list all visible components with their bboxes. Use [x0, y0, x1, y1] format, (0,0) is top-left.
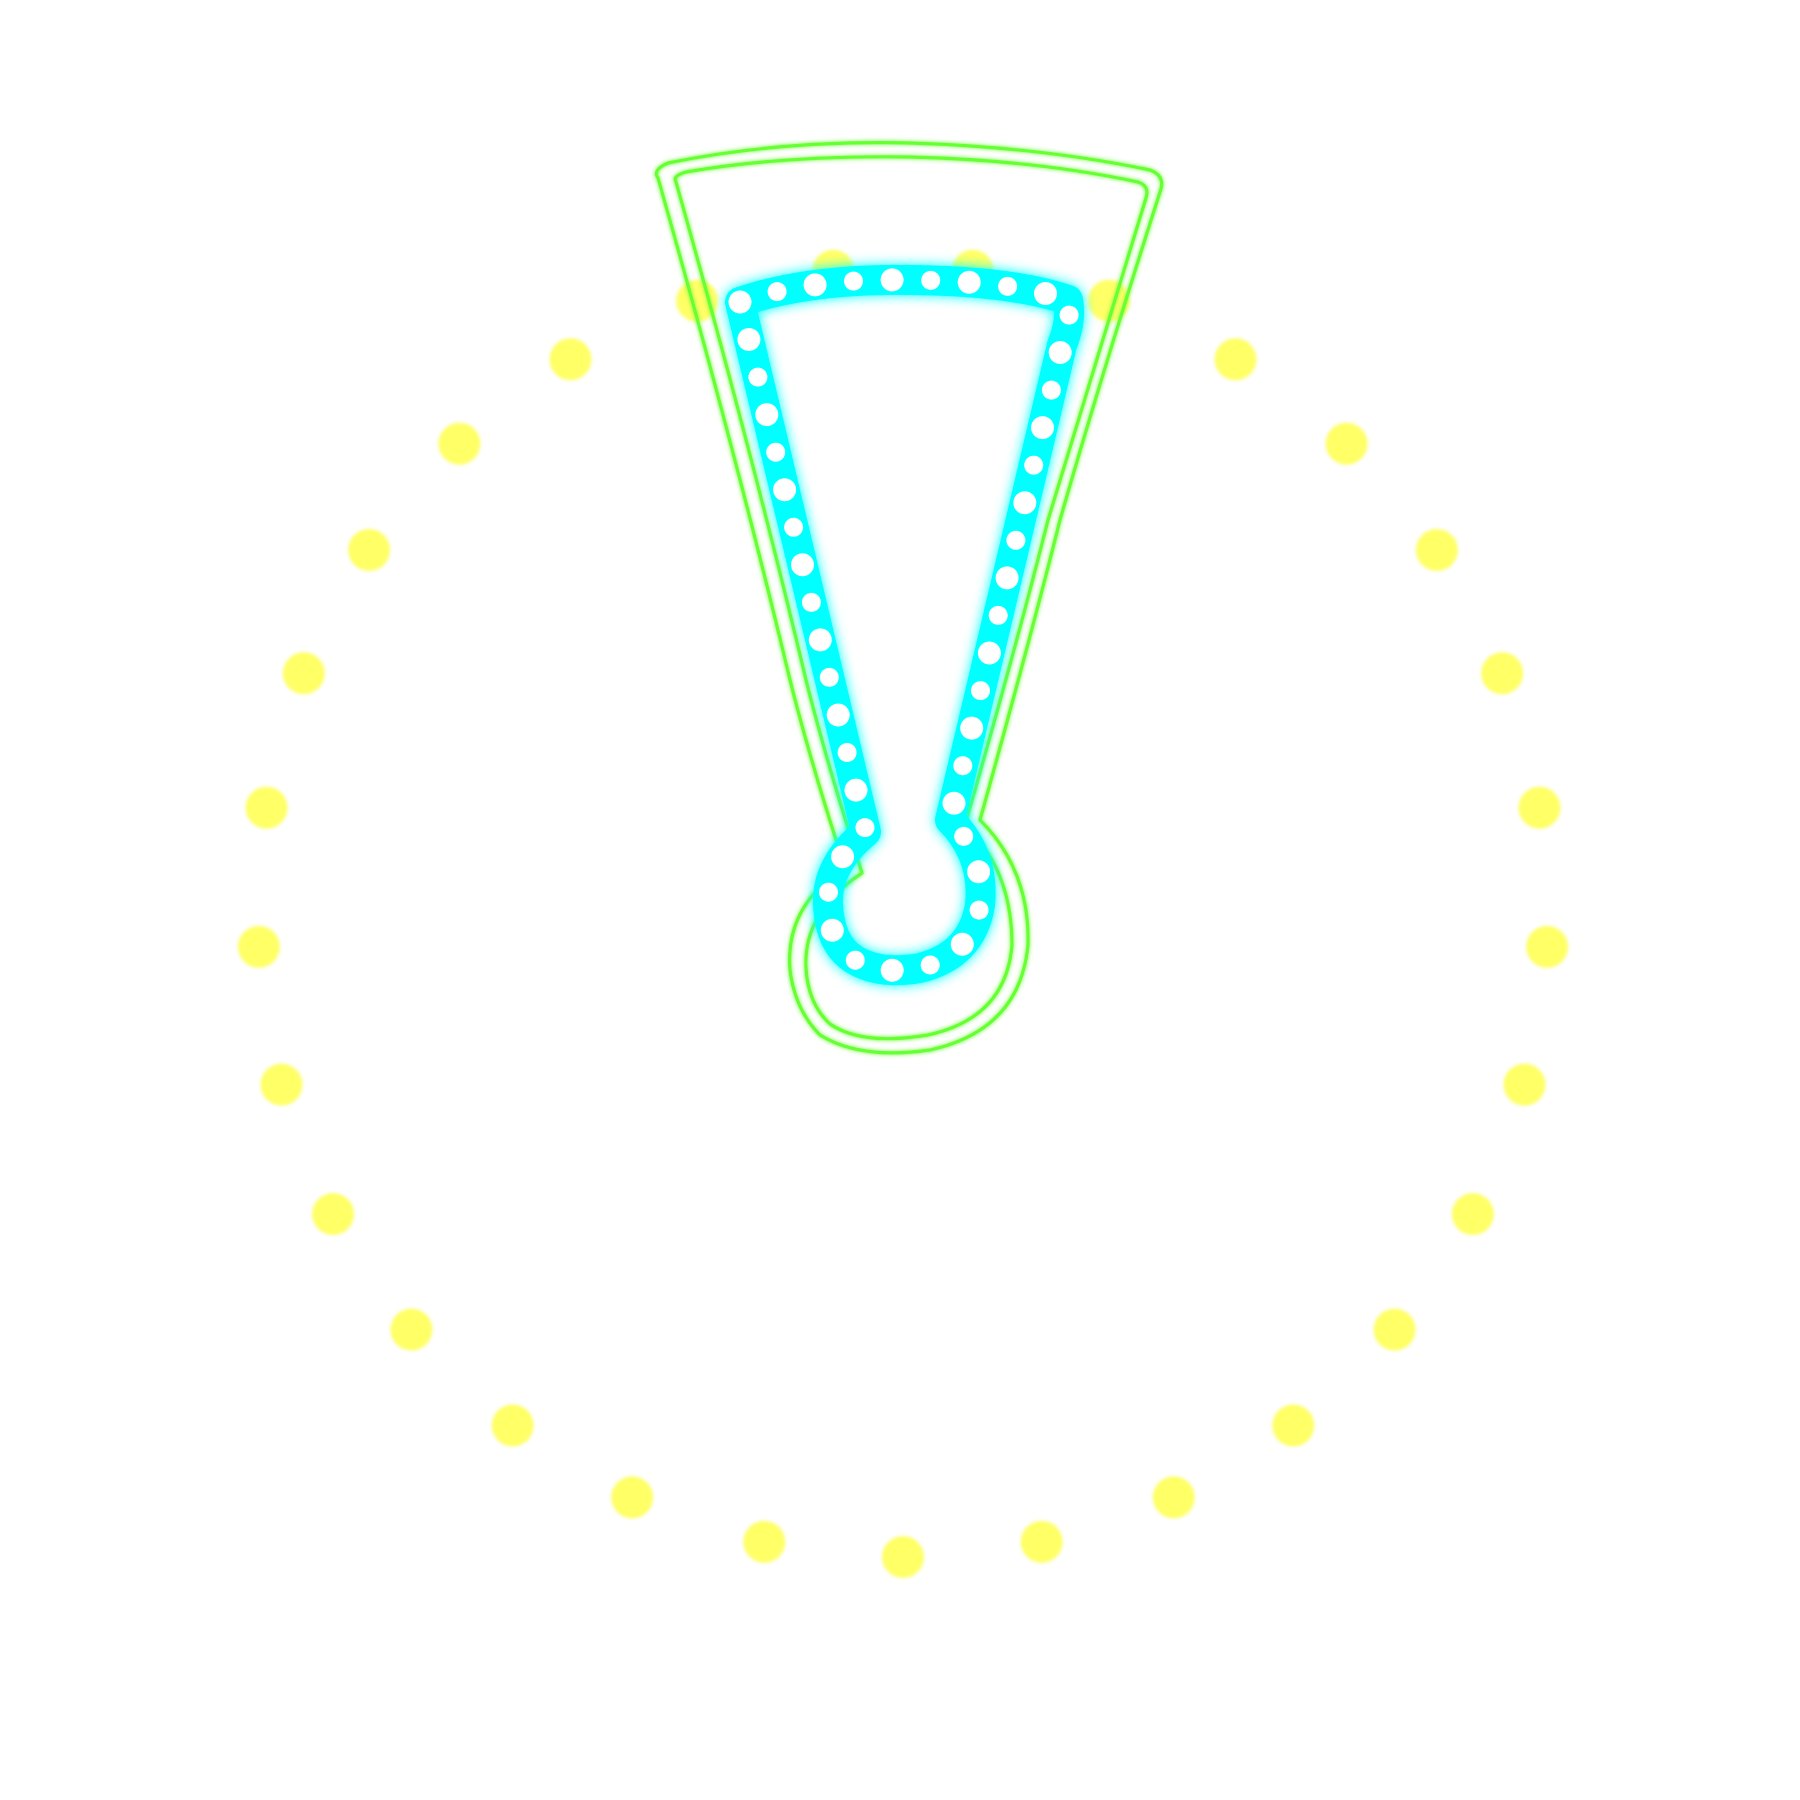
white-bulb	[969, 900, 989, 920]
white-bulb	[953, 756, 973, 776]
yellow-dot	[743, 1520, 786, 1563]
white-bulb	[1024, 455, 1044, 475]
white-bulb	[971, 681, 990, 701]
white-bulb	[819, 667, 839, 687]
white-bulb	[1034, 282, 1057, 305]
white-bulb	[920, 955, 940, 975]
yellow-dot	[1373, 1308, 1416, 1351]
white-bulb	[942, 791, 966, 815]
white-bulb	[855, 818, 875, 838]
white-bulb-chain	[728, 268, 1079, 982]
white-bulb	[954, 826, 974, 846]
white-bulb	[826, 703, 850, 727]
white-bulb	[844, 271, 863, 291]
white-bulb	[880, 268, 904, 292]
yellow-dot	[549, 338, 592, 381]
white-bulb	[1013, 491, 1037, 515]
yellow-dot	[1451, 1193, 1494, 1236]
outer-outline-inner-line	[673, 155, 1149, 1041]
white-bulb	[957, 270, 981, 294]
yellow-dot	[1526, 925, 1569, 968]
yellow-dot	[260, 1063, 303, 1106]
white-bulb	[748, 367, 768, 387]
yellow-dot	[1503, 1063, 1546, 1106]
yellow-dot	[1152, 1476, 1195, 1519]
white-bulb	[837, 743, 857, 762]
outer-exclamation-outline	[654, 141, 1164, 1055]
white-bulb	[967, 860, 991, 884]
yellow-dot	[1415, 529, 1458, 571]
yellow-dot	[1481, 652, 1524, 695]
white-bulb	[728, 290, 752, 314]
yellow-dot	[237, 925, 280, 968]
white-bulb	[1048, 341, 1072, 364]
yellow-dot	[390, 1308, 433, 1351]
yellow-dot	[1020, 1520, 1063, 1563]
white-bulb	[773, 478, 797, 502]
white-bulb	[767, 282, 787, 302]
yellow-dot	[1518, 786, 1561, 829]
white-bulb	[995, 566, 1019, 590]
white-bulb	[831, 845, 855, 869]
white-bulb	[1041, 380, 1061, 400]
white-bulb	[1031, 416, 1054, 440]
white-bulb	[737, 328, 761, 351]
white-bulb	[921, 270, 941, 290]
white-bulb	[998, 276, 1018, 296]
white-bulb	[801, 592, 821, 612]
white-bulb	[803, 273, 827, 297]
white-bulb	[950, 932, 974, 956]
white-bulb	[960, 716, 984, 740]
white-bulb	[819, 882, 838, 902]
white-bulb	[808, 628, 832, 652]
yellow-dot	[611, 1476, 654, 1519]
yellow-dot	[491, 1404, 534, 1447]
white-bulb	[820, 918, 844, 942]
white-bulb	[766, 442, 786, 462]
yellow-dot	[1272, 1404, 1315, 1447]
white-bulb	[755, 403, 779, 427]
white-bulb	[977, 641, 1001, 665]
white-bulb	[845, 950, 865, 970]
white-bulb	[988, 605, 1008, 625]
yellow-dot	[438, 422, 481, 465]
yellow-dot	[882, 1536, 924, 1578]
yellow-dot	[312, 1193, 355, 1236]
yellow-dot	[1325, 422, 1368, 465]
outer-outline-outer-line	[654, 141, 1164, 1055]
white-bulb	[880, 958, 904, 982]
yellow-dot-ring	[237, 249, 1569, 1578]
yellow-dot	[282, 652, 325, 695]
white-bulb	[784, 517, 804, 537]
yellow-dot	[348, 529, 391, 571]
yellow-dot	[1214, 338, 1257, 381]
white-bulb	[791, 553, 814, 577]
white-bulb	[844, 778, 868, 802]
yellow-dot	[245, 786, 288, 829]
white-bulb	[1059, 305, 1079, 325]
white-bulb	[1006, 530, 1026, 550]
